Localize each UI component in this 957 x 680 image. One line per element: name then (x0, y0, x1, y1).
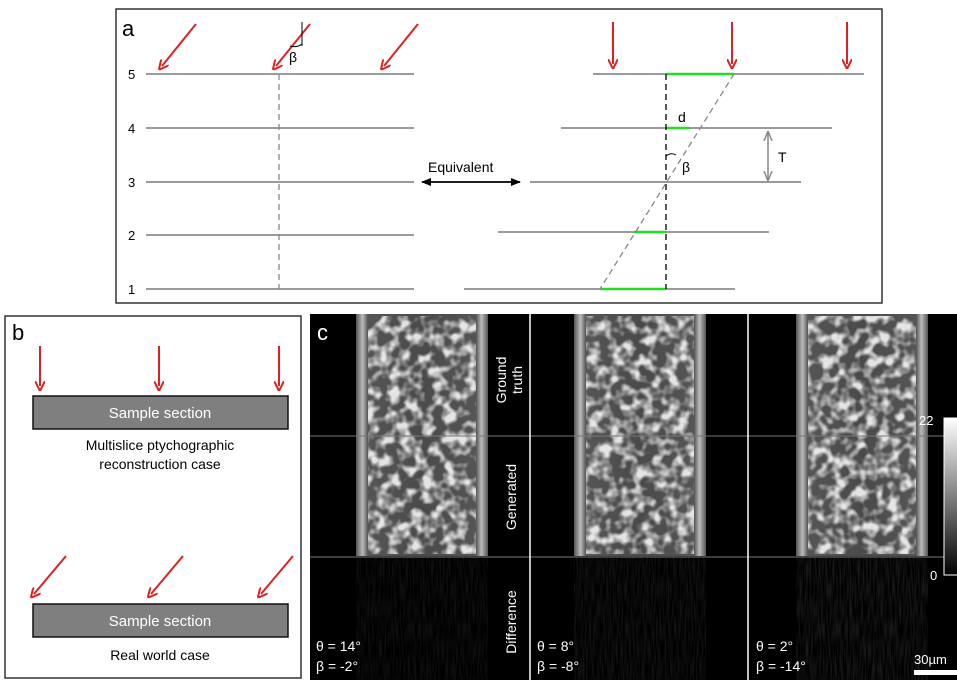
caption-multislice-line2: reconstruction case (99, 456, 221, 472)
panel-a: a 5 4 3 2 1 β Equivalent (115, 8, 883, 304)
col2-difference (574, 556, 706, 680)
colorbar-max: 22 (919, 413, 933, 428)
b-tilted-arrow-1 (34, 555, 67, 594)
row-label-ground: Ground (493, 357, 509, 404)
equivalent-label: Equivalent (428, 159, 493, 175)
tilted-arrow-3 (384, 23, 419, 66)
panel-a-label: a (122, 16, 135, 41)
top-vertical-arrows (40, 346, 279, 386)
left-incident-arrows (162, 23, 419, 66)
col3-theta: θ = 2° (756, 638, 793, 654)
caption-multislice-line1: Multislice ptychographic (86, 437, 235, 453)
layer-number-5: 5 (128, 67, 135, 82)
panel-a-frame (115, 8, 883, 304)
bottom-tilted-arrows (34, 555, 294, 594)
caption-real-world: Real world case (110, 647, 210, 663)
layer-numbers: 5 4 3 2 1 (128, 67, 135, 297)
image-column-1 (356, 314, 488, 680)
col2-theta: θ = 8° (537, 638, 574, 654)
col1-beta: β = -2° (316, 658, 358, 674)
col3-difference (796, 556, 928, 680)
col1-theta: θ = 14° (316, 638, 361, 654)
left-layer-stack (146, 73, 414, 290)
right-tilted-axis (599, 73, 735, 290)
col1-difference (356, 556, 488, 680)
col2-particles (586, 316, 694, 554)
row-label-generated: Generated (503, 464, 519, 530)
panel-b: b Sample section Multislice ptychographi… (4, 315, 302, 679)
beta-label-right: β (682, 159, 690, 175)
scalebar-label: 30µm (914, 652, 947, 667)
tilted-arrow-1 (162, 23, 197, 66)
layer-number-4: 4 (128, 121, 135, 136)
b-tilted-arrow-2 (151, 555, 184, 594)
scalebar (914, 670, 957, 675)
col2-beta: β = -8° (537, 658, 579, 674)
layer-number-1: 1 (128, 282, 135, 297)
image-column-2 (574, 314, 706, 680)
col3-particles (808, 316, 916, 554)
sample-section-top-label: Sample section (109, 405, 212, 422)
image-column-3 (796, 314, 928, 680)
tilted-arrow-2 (276, 23, 311, 66)
right-layer-stack (464, 72, 864, 291)
row-label-truth: truth (509, 366, 525, 394)
col1-particles (368, 316, 476, 554)
b-tilted-arrow-3 (261, 555, 294, 594)
sample-section-bottom (32, 603, 289, 638)
layer-number-2: 2 (128, 228, 135, 243)
panel-c-label: c (317, 320, 328, 345)
beta-arc-left (289, 43, 303, 48)
sample-section-bottom-label: Sample section (109, 613, 212, 630)
colorbar (943, 417, 957, 576)
layer-number-3: 3 (128, 175, 135, 190)
beta-arc-right (665, 153, 677, 157)
row-label-difference: Difference (503, 590, 519, 654)
colorbar-min: 0 (930, 568, 937, 583)
col3-beta: β = -14° (756, 658, 806, 674)
sample-section-top (32, 395, 289, 430)
t-label: T (778, 149, 787, 165)
beta-label-left: β (289, 49, 297, 65)
panel-b-label: b (12, 320, 24, 345)
d-label: d (678, 109, 686, 125)
right-incident-arrows (613, 22, 847, 64)
panel-c: c Ground truth Generated Difference θ = … (310, 314, 957, 680)
